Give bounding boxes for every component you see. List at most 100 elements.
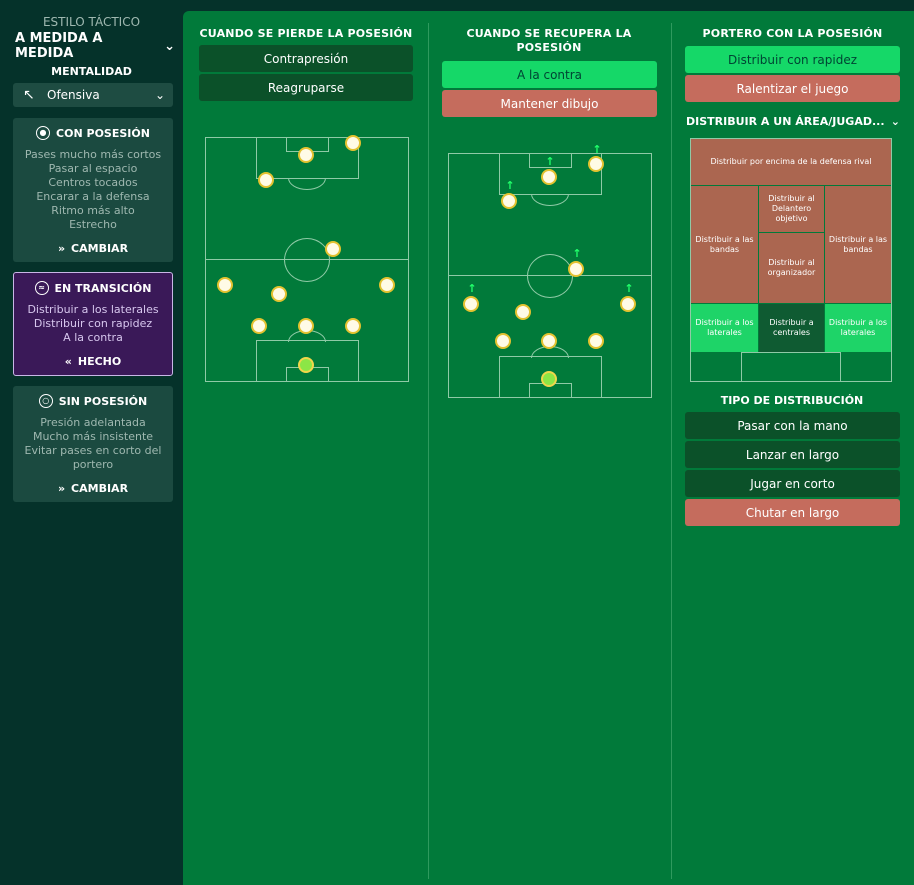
tactical-style-select[interactable]: A MEDIDA A MEDIDA ⌄: [15, 31, 175, 61]
in-possession-card: ● CON POSESIÓN Pases mucho más cortos Pa…: [13, 118, 173, 262]
option-counter-attack[interactable]: A la contra: [442, 61, 657, 88]
player-marker: [217, 277, 233, 293]
player-marker: [298, 318, 314, 334]
win-possession-title-line2: POSESIÓN: [516, 41, 582, 54]
football-icon: ●: [36, 126, 51, 140]
player-marker: [258, 172, 274, 188]
double-chevron-right-icon: »: [57, 482, 66, 495]
player-marker: [501, 193, 517, 209]
distribute-area-title: DISTRIBUIR A UN ÁREA/JUGAD...: [686, 115, 885, 128]
chevron-down-icon: ⌄: [154, 88, 165, 102]
tactical-style-value: A MEDIDA A MEDIDA: [15, 31, 103, 61]
instruction-line: portero: [72, 458, 114, 471]
option-take-short-kicks[interactable]: Jugar en corto: [685, 470, 900, 497]
player-marker: [298, 147, 314, 163]
card-title: EN TRANSICIÓN: [54, 281, 152, 295]
column-divider: [671, 23, 672, 879]
goalkeeper-marker: [298, 357, 314, 373]
goalkeeper-possession-title: PORTERO CON LA POSESIÓN: [702, 27, 883, 40]
option-counter-press[interactable]: Contrapresión: [199, 45, 413, 72]
option-hold-shape[interactable]: Mantener dibujo: [442, 90, 657, 117]
chevron-down-icon: ⌄: [890, 115, 900, 128]
zone-playmaker[interactable]: Distribuir al organizador: [759, 233, 824, 303]
player-marker: [541, 333, 557, 349]
win-possession-title-line1: CUANDO SE RECUPERA LA: [466, 27, 632, 40]
option-take-long-kicks[interactable]: Chutar en largo: [685, 499, 900, 526]
arrow-up-icon: ↑: [624, 282, 634, 295]
out-of-possession-card: ○ SIN POSESIÓN Presión adelantada Mucho …: [13, 386, 173, 502]
player-marker: [541, 169, 557, 185]
done-button[interactable]: « HECHO: [14, 355, 172, 368]
instruction-line: Evitar pases en corto del: [24, 444, 162, 457]
arrow-up-icon: ↑: [467, 282, 477, 295]
change-button-label: CAMBIAR: [71, 242, 129, 255]
zone-over-defence[interactable]: Distribuir por encima de la defensa riva…: [691, 139, 891, 185]
distribute-area-select[interactable]: DISTRIBUIR A UN ÁREA/JUGAD... ⌄: [686, 115, 900, 128]
player-marker: [495, 333, 511, 349]
distribution-type-title: TIPO DE DISTRIBUCIÓN: [720, 394, 864, 407]
zone-wide-right[interactable]: Distribuir a las bandas: [825, 186, 891, 303]
arrow-up-icon: ↑: [572, 247, 582, 260]
mentality-value: Ofensiva: [47, 88, 100, 102]
player-marker: [251, 318, 267, 334]
player-marker: [588, 156, 604, 172]
done-button-label: HECHO: [77, 355, 122, 368]
instruction-line: Encarar a la defensa: [36, 190, 150, 203]
option-distribute-quickly[interactable]: Distribuir con rapidez: [685, 46, 900, 73]
mentality-label: MENTALIDAD: [51, 65, 132, 78]
lose-possession-title: CUANDO SE PIERDE LA POSESIÓN: [199, 27, 413, 40]
player-marker: [379, 277, 395, 293]
arrow-up-icon: ↑: [545, 155, 555, 168]
double-chevron-left-icon: «: [64, 355, 72, 368]
option-roll-it-out[interactable]: Pasar con la mano: [685, 412, 900, 439]
player-marker: [515, 304, 531, 320]
player-marker: [271, 286, 287, 302]
card-title: CON POSESIÓN: [56, 126, 150, 140]
pitch-win-possession: ↑ ↑ ↑ ↑ ↑ ↑: [448, 144, 652, 398]
arrow-up-icon: ↑: [592, 143, 602, 156]
arrow-up-icon: ↑: [505, 179, 515, 192]
instruction-line: Mucho más insistente: [32, 430, 154, 443]
instruction-line: Ritmo más alto: [51, 204, 135, 217]
zone-wide-left[interactable]: Distribuir a las bandas: [691, 186, 758, 303]
player-marker: [345, 135, 361, 151]
instruction-line: A la contra: [63, 331, 123, 344]
player-marker: [568, 261, 584, 277]
mentality-select[interactable]: ↖ Ofensiva ⌄: [13, 83, 173, 107]
instruction-line: Estrecho: [69, 218, 117, 231]
zone-target-forward[interactable]: Distribuir al Delantero objetivo: [759, 186, 824, 232]
double-chevron-right-icon: »: [57, 242, 66, 255]
change-button[interactable]: » CAMBIAR: [13, 482, 173, 495]
zone-full-backs-left[interactable]: Distribuir a los laterales: [691, 304, 758, 352]
card-title: SIN POSESIÓN: [58, 394, 148, 408]
change-button[interactable]: » CAMBIAR: [13, 242, 173, 255]
arrow-diagonal-icon: ↖: [23, 87, 35, 103]
distribution-zone-pitch: Distribuir por encima de la defensa riva…: [690, 138, 892, 382]
chevron-down-icon: ⌄: [164, 38, 175, 54]
instruction-line: Distribuir con rapidez: [33, 317, 153, 330]
instruction-line: Pases mucho más cortos: [24, 148, 162, 161]
instruction-line: Presión adelantada: [40, 416, 146, 429]
player-marker: [588, 333, 604, 349]
win-possession-title: CUANDO SE RECUPERA LA POSESIÓN: [442, 27, 656, 55]
in-transition-card: ≈ EN TRANSICIÓN Distribuir a los lateral…: [13, 272, 173, 376]
player-marker: [463, 296, 479, 312]
column-divider: [428, 23, 429, 879]
tactical-style-label: ESTILO TÁCTICO: [42, 15, 141, 29]
transition-icon: ≈: [34, 281, 49, 295]
change-button-label: CAMBIAR: [71, 482, 129, 495]
option-throw-long[interactable]: Lanzar en largo: [685, 441, 900, 468]
instruction-line: Centros tocados: [48, 176, 138, 189]
sidebar: ESTILO TÁCTICO A MEDIDA A MEDIDA ⌄ MENTA…: [0, 0, 183, 885]
zone-centre-backs[interactable]: Distribuir a centrales: [759, 304, 824, 352]
instruction-line: Pasar al espacio: [48, 162, 138, 175]
transition-panel: CUANDO SE PIERDE LA POSESIÓN Contrapresi…: [183, 11, 914, 885]
player-marker: [325, 241, 341, 257]
goalkeeper-marker: [541, 371, 557, 387]
zone-full-backs-right[interactable]: Distribuir a los laterales: [825, 304, 891, 352]
player-marker: [620, 296, 636, 312]
option-regroup[interactable]: Reagruparse: [199, 74, 413, 101]
shield-icon: ○: [38, 394, 53, 408]
instruction-line: Distribuir a los laterales: [27, 303, 159, 316]
option-slow-pace[interactable]: Ralentizar el juego: [685, 75, 900, 102]
